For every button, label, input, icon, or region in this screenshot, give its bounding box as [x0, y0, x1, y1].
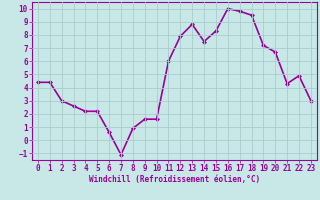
- X-axis label: Windchill (Refroidissement éolien,°C): Windchill (Refroidissement éolien,°C): [89, 175, 260, 184]
